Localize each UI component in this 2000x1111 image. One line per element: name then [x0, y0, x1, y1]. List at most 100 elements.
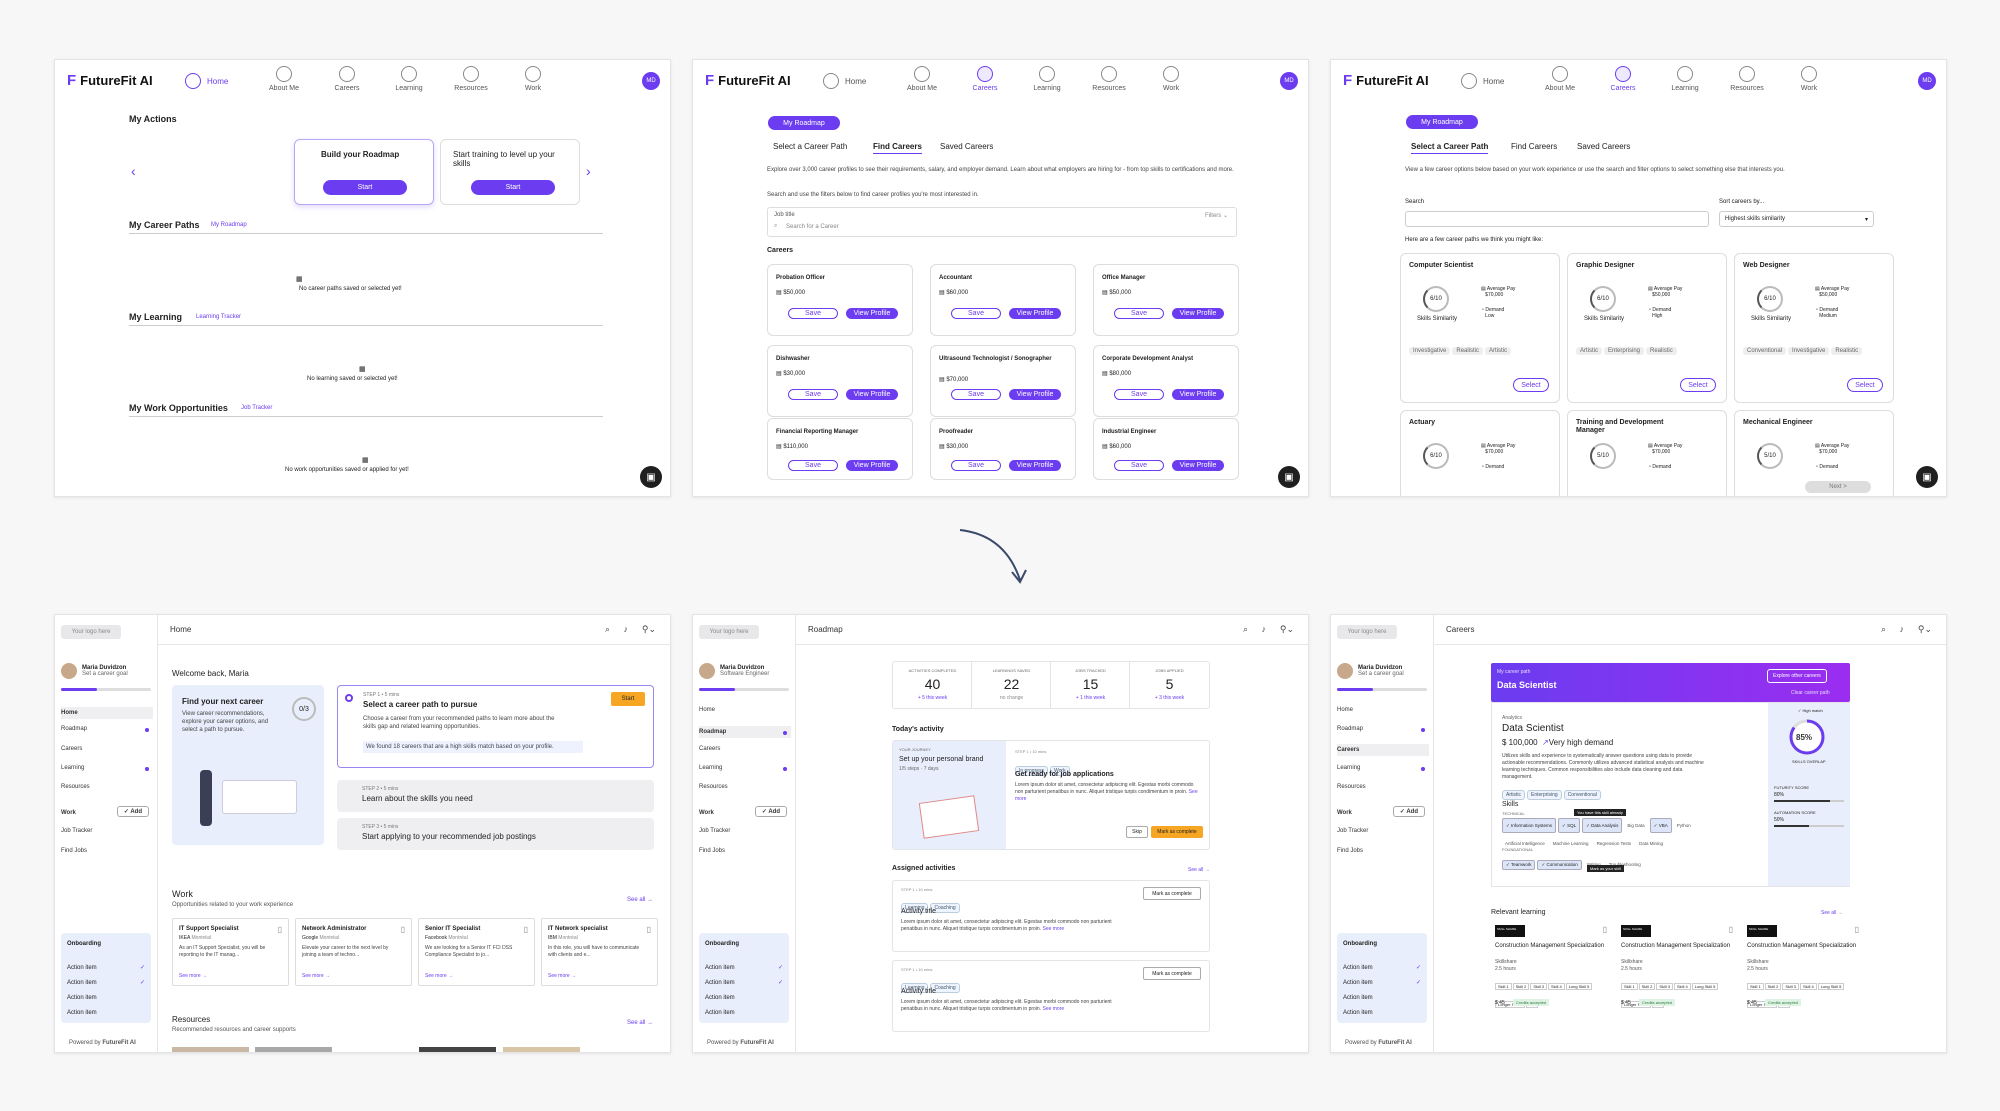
skill-chip[interactable]: ✓ VBA	[1649, 818, 1672, 833]
nav-work[interactable]: Work	[1785, 66, 1833, 92]
start-button[interactable]: Start	[611, 692, 645, 706]
brand-logo[interactable]: F FutureFit AI	[67, 72, 153, 89]
job-tracker-link[interactable]: Job Tracker	[241, 405, 273, 411]
career-option-card[interactable]: Graphic Designer 6/10 Skills Similarity …	[1567, 253, 1727, 403]
sidebar-item-learning[interactable]: Learning	[1337, 765, 1429, 771]
search-input[interactable]: Search for a Career	[786, 224, 839, 230]
nav-about[interactable]: About Me	[898, 66, 946, 92]
save-button[interactable]: Save	[788, 460, 838, 471]
profile-menu-icon[interactable]: ⚲⌄	[1279, 624, 1294, 634]
view-profile-button[interactable]: View Profile	[1009, 308, 1061, 319]
skip-button[interactable]: Skip	[1126, 826, 1148, 838]
brand-logo[interactable]: F FutureFit AI	[705, 72, 791, 89]
chat-icon[interactable]: ▣	[1278, 466, 1300, 488]
assigned-activity-card[interactable]: STEP 1 • 10 mins Learning Coaching Activi…	[892, 960, 1210, 1032]
nav-careers[interactable]: Careers	[1599, 66, 1647, 92]
see-more-link[interactable]: See more	[1042, 926, 1065, 932]
nav-resources[interactable]: Resources	[1723, 66, 1771, 92]
skill-chip[interactable]: ✓ Information Systems	[1502, 818, 1557, 833]
sidebar-item-find-jobs[interactable]: Find Jobs	[699, 848, 726, 854]
bookmark-icon[interactable]: ▯	[523, 925, 528, 934]
nav-learning[interactable]: Learning	[1023, 66, 1071, 92]
sidebar-item-roadmap[interactable]: Roadmap	[1337, 726, 1429, 732]
nav-home[interactable]: Home	[1461, 73, 1504, 89]
save-button[interactable]: Save	[951, 460, 1001, 471]
see-all-link[interactable]: See all →	[1188, 867, 1210, 873]
course-card[interactable]: SKILL SHARE ▯ Construction Management Sp…	[1617, 923, 1737, 1052]
sidebar-item-careers[interactable]: Careers	[699, 746, 721, 752]
nav-home[interactable]: Home	[823, 73, 866, 89]
sidebar-item-find-jobs[interactable]: Find Jobs	[61, 848, 88, 854]
resource-thumb[interactable]	[172, 1047, 249, 1052]
my-roadmap-button[interactable]: My Roadmap	[1406, 115, 1478, 129]
select-button[interactable]: Select	[1513, 378, 1549, 392]
bookmark-icon[interactable]: ▯	[1854, 925, 1859, 934]
job-title-field[interactable]: Job title Search for a Career ⌕ Filters …	[767, 207, 1237, 237]
skill-chip[interactable]: Python	[1674, 819, 1694, 832]
sidebar-item-job-tracker[interactable]: Job Tracker	[699, 828, 731, 834]
save-button[interactable]: Save	[1114, 460, 1164, 471]
assigned-activity-card[interactable]: STEP 1 • 10 mins Learning Coaching Activi…	[892, 880, 1210, 952]
see-all-link[interactable]: See all →	[627, 1020, 654, 1026]
chat-icon[interactable]: ▣	[640, 466, 662, 488]
search-input[interactable]	[1405, 211, 1709, 227]
see-more-link[interactable]: See more	[1042, 1006, 1065, 1012]
skill-chip[interactable]: Regression Tests	[1594, 837, 1634, 850]
skill-chip[interactable]: ✓ Communication	[1537, 860, 1582, 870]
job-card[interactable]: IT Support Specialist ▯ IKEA Montréal As…	[172, 918, 289, 986]
bookmark-icon[interactable]: ▯	[1602, 925, 1607, 934]
sidebar-item-home[interactable]: Home	[699, 707, 716, 713]
see-more-link[interactable]: See more →	[302, 973, 331, 979]
action-item[interactable]: Action item	[67, 995, 97, 1001]
tab-saved-careers[interactable]: Saved Careers	[1577, 142, 1631, 151]
action-item[interactable]: Action item	[705, 980, 735, 986]
avatar[interactable]: MD	[1918, 72, 1936, 90]
sidebar-item-resources[interactable]: Resources	[1337, 784, 1366, 790]
view-profile-button[interactable]: View Profile	[846, 308, 898, 319]
resource-thumb[interactable]	[503, 1047, 580, 1052]
sidebar-item-roadmap[interactable]: Roadmap	[61, 726, 153, 732]
nav-resources[interactable]: Resources	[1085, 66, 1133, 92]
view-profile-button[interactable]: View Profile	[846, 460, 898, 471]
chevron-left-icon[interactable]: ‹	[131, 163, 136, 179]
add-button[interactable]: ✓ Add	[1392, 806, 1425, 817]
sidebar-item-home[interactable]: Home	[1337, 707, 1354, 713]
skill-chip[interactable]: Data Mining	[1636, 837, 1666, 850]
course-card[interactable]: SKILL SHARE ▯ Construction Management Sp…	[1491, 923, 1611, 1052]
skill-chip[interactable]: Artificial Intelligence	[1502, 837, 1548, 850]
view-profile-button[interactable]: View Profile	[1009, 389, 1061, 400]
sidebar-item-resources[interactable]: Resources	[61, 784, 90, 790]
action-item[interactable]: Action item	[705, 1010, 735, 1016]
save-button[interactable]: Save	[1114, 389, 1164, 400]
search-icon[interactable]: ⌕	[1880, 624, 1886, 634]
see-more-link[interactable]: See more →	[548, 973, 577, 979]
view-profile-button[interactable]: View Profile	[1172, 460, 1224, 471]
step2-card[interactable]: STEP 2 • 5 mins Learn about the skills y…	[337, 780, 654, 812]
bookmark-icon[interactable]: ▯	[277, 925, 282, 934]
sidebar-item-job-tracker[interactable]: Job Tracker	[1337, 828, 1369, 834]
bookmark-icon[interactable]: ▯	[1728, 925, 1733, 934]
action-item[interactable]: Action item	[1343, 965, 1373, 971]
user-profile[interactable]: Maria Duvidzon Set a career goal	[1337, 663, 1404, 679]
step3-card[interactable]: STEP 3 • 5 mins Start applying to your r…	[337, 818, 654, 850]
nav-about[interactable]: About Me	[260, 66, 308, 92]
nav-resources[interactable]: Resources	[447, 66, 495, 92]
action-item[interactable]: Action item	[1343, 980, 1373, 986]
job-card[interactable]: IT Network specialist ▯ IBM Montréal In …	[541, 918, 658, 986]
nav-learning[interactable]: Learning	[1661, 66, 1709, 92]
filters-button[interactable]: Filters ⌄	[1204, 213, 1228, 219]
nav-learning[interactable]: Learning	[385, 66, 433, 92]
bell-icon[interactable]: ♪	[1899, 624, 1905, 634]
profile-menu-icon[interactable]: ⚲⌄	[1917, 624, 1932, 634]
next-button[interactable]: Next >	[1805, 481, 1871, 493]
tab-saved-careers[interactable]: Saved Careers	[940, 142, 994, 151]
action-item[interactable]: Action item	[705, 995, 735, 1001]
mark-complete-button[interactable]: Mark as complete	[1151, 826, 1203, 838]
avatar[interactable]: MD	[1280, 72, 1298, 90]
skill-chip[interactable]: Big Data	[1624, 819, 1647, 832]
action-card[interactable]: Start training to level up your skills S…	[440, 139, 580, 205]
nav-home[interactable]: Home	[185, 73, 228, 89]
step1-card[interactable]: STEP 1 • 5 mins Select a career path to …	[337, 685, 654, 768]
see-more-link[interactable]: See more	[1015, 789, 1198, 802]
chevron-right-icon[interactable]: ›	[586, 163, 591, 179]
